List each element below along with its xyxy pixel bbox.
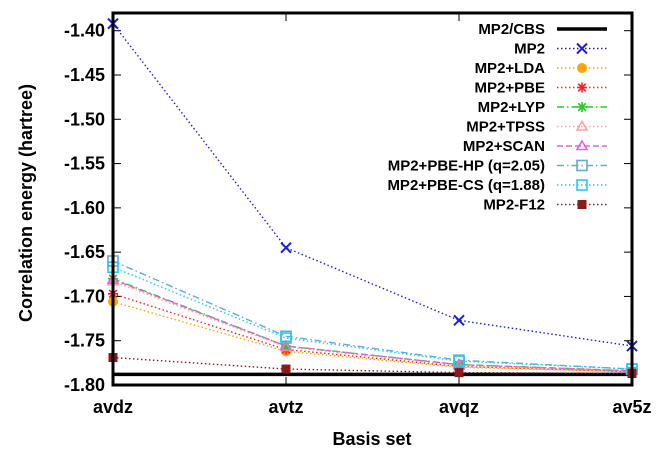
- legend-label: MP2+SCAN: [463, 138, 545, 155]
- series-mp2-f12-point-glyph: [281, 364, 291, 374]
- series-group: [113, 23, 632, 375]
- legend-marker-glyph: [577, 102, 587, 112]
- series-mp2-f12-line: [113, 356, 632, 375]
- series-mp2-point: [453, 314, 465, 327]
- legend-marker-glyph: [577, 82, 587, 93]
- series-mp2-pbe-cs-q-1-88-point-glyph: [453, 355, 465, 367]
- legend-label: MP2+LYP: [478, 99, 545, 116]
- legend-item-mp2-scan: MP2+SCAN: [463, 138, 607, 155]
- legend-item-mp2-pbe-cs-q-1-88: MP2+PBE-CS (q=1.88): [387, 177, 607, 194]
- legend-marker: [576, 159, 588, 172]
- y-tick-label: -1.75: [64, 331, 105, 351]
- x-tick-label: avqz: [439, 397, 479, 417]
- series-mp2-line: [113, 23, 632, 347]
- series-mp2-lda-line: [113, 301, 632, 373]
- series-mp2-pbe-cs-q-1-88-point: [280, 332, 292, 344]
- series-mp2-scan-point-glyph: [279, 339, 293, 351]
- legend-label: MP2+PBE: [475, 80, 545, 97]
- y-tick-label: -1.45: [64, 65, 105, 85]
- legend-item-mp2-f12: MP2-F12: [483, 197, 607, 214]
- legend-marker-glyph: [575, 119, 589, 131]
- legend-marker: [576, 42, 588, 55]
- series-mp2-pbe-line: [113, 293, 632, 373]
- legend-label: MP2-F12: [483, 197, 545, 214]
- x-axis-title: Basis set: [332, 429, 411, 449]
- series-mp2-lyp-point-glyph: [281, 341, 291, 352]
- legend-item-mp2-lyp: MP2+LYP: [478, 99, 607, 116]
- legend-marker: [577, 102, 587, 112]
- series-mp2-pbe-hp-q-2-05-line: [113, 260, 632, 370]
- legend-marker-glyph: [577, 200, 587, 209]
- legend-marker-glyph: [576, 42, 588, 55]
- y-tick-label: -1.40: [64, 21, 105, 41]
- series-mp2-pbe-cs-q-1-88-line: [113, 266, 632, 370]
- legend: MP2/CBS MP2 MP2+LDA MP2+PBE MP2+LYP MP2+TPSS M…: [387, 21, 607, 214]
- legend-item-mp2-pbe: MP2+PBE: [475, 80, 607, 97]
- x-tick-label: avtz: [268, 397, 303, 417]
- y-tick-label: -1.50: [64, 109, 105, 129]
- series-mp2-f12-point: [454, 368, 464, 378]
- legend-marker: [575, 119, 589, 131]
- legend-marker-glyph: [577, 63, 587, 73]
- legend-marker: [576, 179, 588, 191]
- plot-frame: [111, 11, 634, 387]
- series-mp2-tpss-line: [113, 280, 632, 372]
- legend-label: MP2+LDA: [475, 60, 546, 77]
- legend-item-mp2-cbs: MP2/CBS: [478, 21, 607, 38]
- legend-item-mp2-lda: MP2+LDA: [475, 60, 607, 77]
- legend-item-mp2-pbe-hp-q-2-05: MP2+PBE-HP (q=2.05): [388, 158, 607, 175]
- y-tick-label: -1.65: [64, 242, 105, 262]
- legend-label: MP2+PBE-CS (q=1.88): [387, 177, 545, 194]
- legend-marker: [577, 82, 587, 93]
- legend-label: MP2: [514, 41, 545, 58]
- legend-marker-glyph: [576, 179, 588, 191]
- y-axis-title: Correlation energy (hartree): [16, 84, 36, 322]
- legend-marker: [575, 139, 589, 151]
- legend-marker: [577, 200, 587, 209]
- y-tick-label: -1.60: [64, 198, 105, 218]
- series-mp2-pbe-cs-q-1-88-point-glyph: [280, 332, 292, 344]
- x-tick-label: avdz: [93, 397, 133, 417]
- x-tick-label: av5z: [612, 397, 651, 417]
- series-mp2-f12-point-glyph: [454, 368, 464, 378]
- series-mp2-scan-point: [279, 339, 293, 351]
- plot-area: -1.40 -1.45 -1.50 -1.55 -1.60 -1.65 -1.70 -1.75…: [64, 11, 652, 417]
- legend-marker-glyph: [575, 139, 589, 151]
- series-mp2-pbe-cs-q-1-88-point: [453, 355, 465, 367]
- series-mp2-scan-line: [113, 278, 632, 372]
- legend-item-mp2-tpss: MP2+TPSS: [466, 119, 607, 136]
- series-mp2-lyp-point: [281, 341, 291, 352]
- y-tick-label: -1.55: [64, 154, 105, 174]
- y-tick-label: -1.80: [64, 375, 105, 395]
- series-mp2-point: [280, 242, 292, 254]
- series-mp2-point-glyph: [280, 242, 292, 254]
- legend-label: MP2+TPSS: [466, 119, 545, 136]
- y-tick-label: -1.70: [64, 286, 105, 306]
- legend-label: MP2/CBS: [478, 21, 545, 38]
- series-mp2-f12-point: [281, 364, 291, 374]
- legend-marker: [577, 63, 587, 73]
- series-mp2-point-glyph: [453, 314, 465, 327]
- legend-item-mp2: MP2: [514, 41, 607, 58]
- legend-label: MP2+PBE-HP (q=2.05): [388, 158, 545, 175]
- legend-marker-glyph: [576, 159, 588, 172]
